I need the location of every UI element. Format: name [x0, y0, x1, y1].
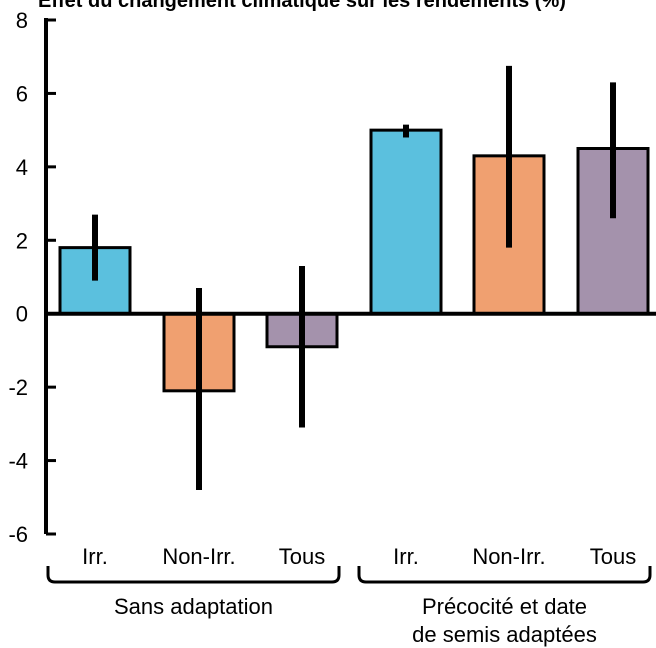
y-axis: 8 6 4 2 0 -2 -4 -6: [8, 8, 56, 547]
y-tick-label: -4: [8, 449, 28, 474]
x-category-label: Irr.: [393, 544, 419, 569]
y-tick-label: 2: [16, 228, 28, 253]
bars: [58, 128, 650, 393]
group-label: Sans adaptation: [114, 594, 273, 619]
y-tick-label: -6: [8, 522, 28, 547]
y-tick-label: 8: [16, 8, 28, 33]
x-category-label: Non-Irr.: [162, 544, 235, 569]
chart-title: Effet du changement climatique sur les r…: [38, 0, 566, 12]
group-label: de semis adaptées: [412, 622, 597, 647]
y-tick-label: 0: [16, 302, 28, 327]
x-category-label: Tous: [590, 544, 636, 569]
group-brackets: Sans adaptation Précocité et date de semis…: [46, 566, 652, 647]
bar: [369, 128, 443, 316]
group-bracket: [357, 566, 652, 584]
y-tick-label: 6: [16, 81, 28, 106]
y-tick-label: 4: [16, 155, 28, 180]
y-tick-label: -2: [8, 375, 28, 400]
x-category-label: Non-Irr.: [472, 544, 545, 569]
x-category-label: Irr.: [82, 544, 108, 569]
group-label: Précocité et date: [422, 594, 587, 619]
error-bars: [92, 65, 616, 490]
x-category-label: Tous: [279, 544, 325, 569]
x-category-labels: Irr. Non-Irr. Tous Irr. Non-Irr. Tous: [82, 544, 636, 569]
group-bracket: [46, 566, 341, 584]
